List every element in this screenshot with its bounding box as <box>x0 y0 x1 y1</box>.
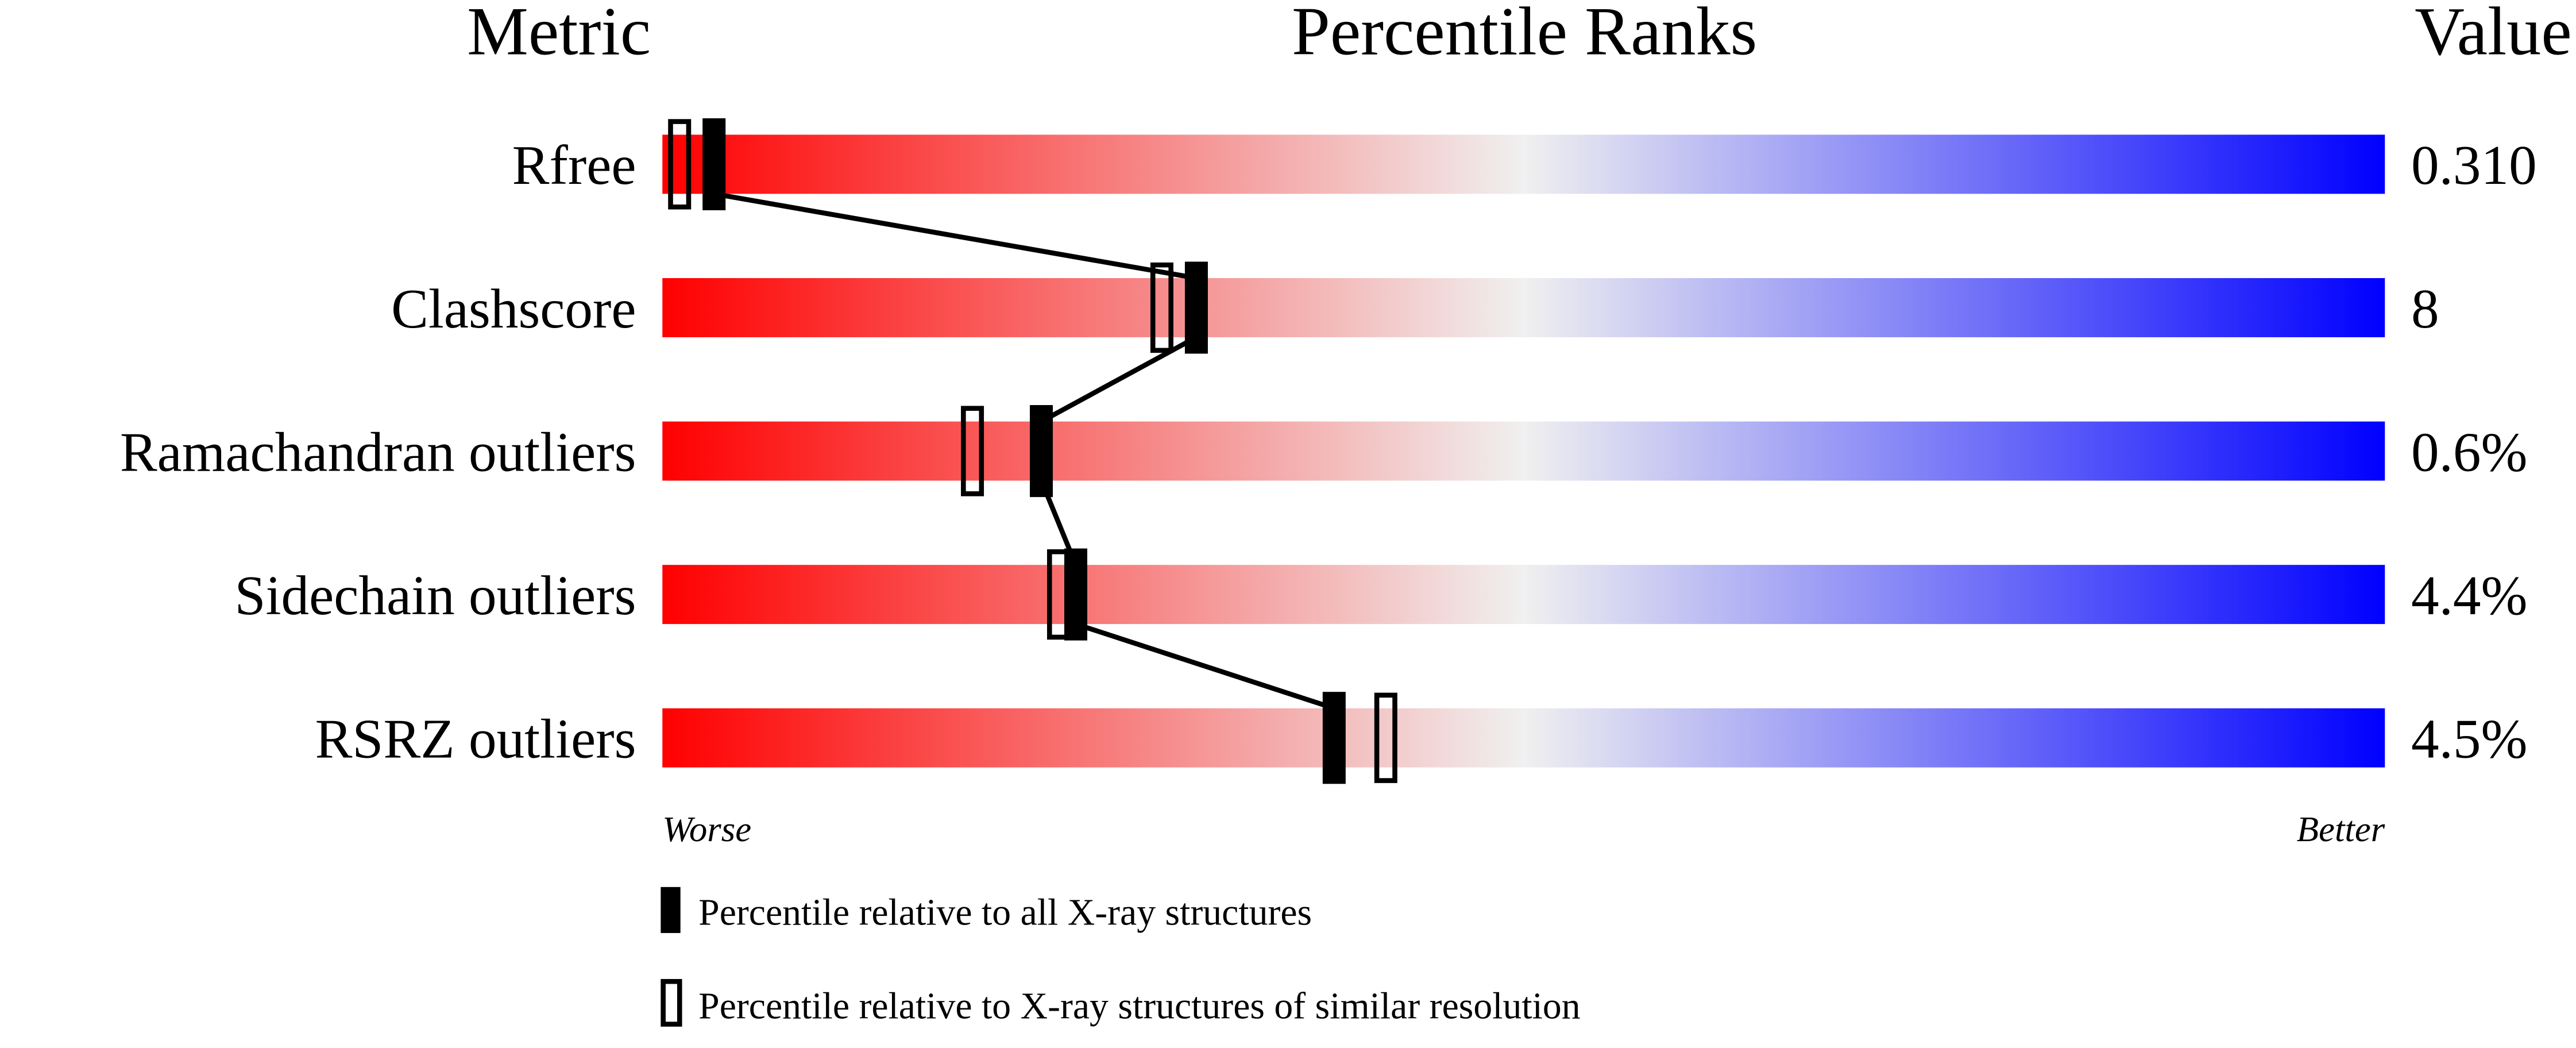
metric-value: 8 <box>2411 278 2439 340</box>
marker-similar-resolution <box>1374 692 1397 783</box>
metric-label: RSRZ outliers <box>315 708 636 770</box>
metric-value: 0.310 <box>2411 134 2537 196</box>
percentile-bar <box>662 421 2385 481</box>
legend-open-marker <box>661 978 682 1027</box>
legend-all-label: Percentile relative to all X-ray structu… <box>698 892 1312 934</box>
metric-label: Sidechain outliers <box>234 565 636 627</box>
marker-similar-resolution <box>1150 262 1173 353</box>
marker-all-structures <box>1064 548 1088 641</box>
header-percentile: Percentile Ranks <box>1292 0 1757 69</box>
axis-better-label: Better <box>2297 809 2385 849</box>
legend-filled-marker <box>661 887 681 933</box>
axis-worse-label: Worse <box>662 809 751 849</box>
legend-similar-label: Percentile relative to X-ray structures … <box>698 985 1581 1027</box>
metric-value: 4.5% <box>2411 708 2527 770</box>
connector-line <box>713 191 1197 281</box>
percentile-bar <box>662 134 2385 194</box>
percentile-bar <box>662 278 2385 337</box>
connector-line <box>1075 622 1335 711</box>
header-metric: Metric <box>467 0 651 69</box>
metric-value: 0.6% <box>2411 421 2527 483</box>
marker-similar-resolution <box>668 119 692 210</box>
marker-all-structures <box>1030 405 1053 498</box>
metric-label: Clashscore <box>391 278 636 340</box>
percentile-bar <box>662 565 2385 625</box>
metric-label: Ramachandran outliers <box>120 421 636 483</box>
metric-value: 4.4% <box>2411 565 2527 627</box>
marker-all-structures <box>1322 692 1346 784</box>
header-value: Value <box>2415 0 2571 69</box>
percentile-bar <box>662 708 2385 768</box>
metric-label: Rfree <box>512 134 636 196</box>
marker-similar-resolution <box>961 406 984 496</box>
marker-all-structures <box>702 118 726 210</box>
marker-all-structures <box>1184 261 1208 354</box>
